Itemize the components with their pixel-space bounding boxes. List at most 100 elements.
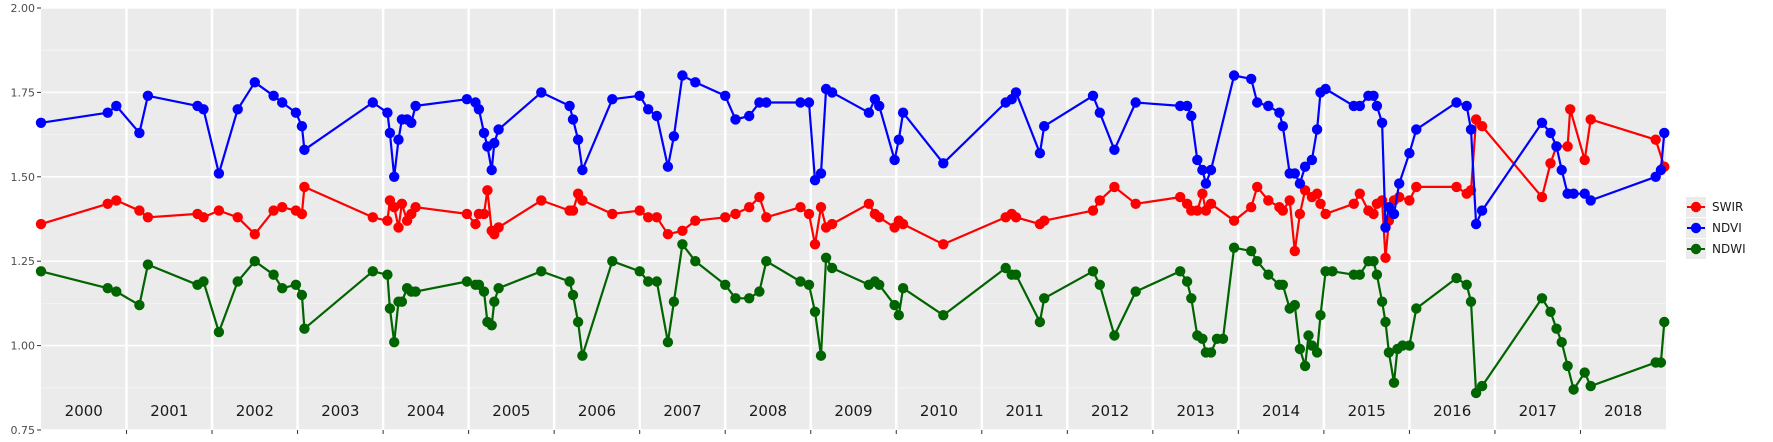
data-point bbox=[1311, 124, 1323, 135]
data-point bbox=[1252, 256, 1263, 267]
data-point bbox=[389, 171, 400, 182]
data-point bbox=[382, 269, 393, 280]
data-point bbox=[634, 90, 645, 102]
data-point bbox=[1394, 178, 1405, 189]
data-point bbox=[1109, 330, 1120, 341]
y-tick-label: 1.00 bbox=[11, 340, 36, 353]
data-point bbox=[1585, 195, 1596, 206]
data-point bbox=[382, 107, 393, 118]
data-point bbox=[478, 208, 490, 220]
data-point bbox=[815, 350, 827, 361]
data-point bbox=[102, 107, 113, 118]
data-point bbox=[1545, 127, 1556, 139]
data-point bbox=[111, 100, 122, 112]
data-point bbox=[1551, 141, 1562, 152]
data-point bbox=[761, 256, 772, 267]
data-point bbox=[1277, 279, 1289, 290]
data-point bbox=[1228, 70, 1240, 81]
data-point bbox=[651, 212, 662, 223]
data-point bbox=[1465, 296, 1477, 307]
data-point bbox=[249, 229, 260, 240]
legend-label: SWIR bbox=[1712, 200, 1743, 214]
data-point bbox=[677, 239, 688, 250]
y-axis: 0.75 1.00 1.25 1.50 1.75 2.00 bbox=[11, 2, 41, 437]
data-point bbox=[607, 208, 618, 220]
data-point bbox=[134, 127, 145, 139]
data-point bbox=[1470, 114, 1482, 125]
data-point bbox=[744, 202, 755, 213]
data-point bbox=[1562, 141, 1573, 152]
data-point bbox=[1388, 208, 1400, 220]
data-point bbox=[410, 202, 421, 213]
data-point bbox=[277, 283, 288, 294]
data-point bbox=[1411, 181, 1422, 193]
data-point bbox=[1585, 380, 1596, 392]
data-point bbox=[795, 202, 806, 213]
data-point bbox=[1274, 107, 1285, 118]
data-point bbox=[1299, 161, 1311, 172]
data-point bbox=[1585, 114, 1596, 125]
data-point bbox=[1130, 198, 1141, 209]
data-point bbox=[1109, 181, 1120, 193]
data-point bbox=[897, 218, 909, 230]
data-point bbox=[134, 299, 145, 311]
data-point bbox=[1579, 367, 1590, 378]
data-point bbox=[1380, 222, 1391, 233]
data-point bbox=[564, 100, 575, 112]
data-point bbox=[1461, 279, 1472, 290]
data-point bbox=[410, 286, 421, 297]
data-point bbox=[478, 286, 490, 297]
data-point bbox=[577, 195, 588, 206]
data-point bbox=[213, 205, 225, 216]
data-point bbox=[815, 168, 827, 179]
data-point bbox=[1306, 154, 1318, 166]
data-point bbox=[1655, 357, 1667, 368]
legend-item-ndwi: NDWI bbox=[1686, 239, 1746, 259]
year-label: 2007 bbox=[663, 402, 701, 420]
legend: SWIR NDVI NDWI bbox=[1686, 197, 1746, 259]
data-point bbox=[296, 208, 308, 220]
data-point bbox=[1376, 296, 1388, 307]
year-labels: 2000 2001 2002 2003 2004 2005 2006 2007 2008 2009… bbox=[65, 402, 1643, 420]
data-point bbox=[1130, 286, 1141, 297]
data-point bbox=[1354, 269, 1366, 280]
data-point bbox=[1476, 205, 1488, 216]
data-point bbox=[486, 164, 497, 176]
data-point bbox=[35, 266, 47, 277]
data-point bbox=[1545, 306, 1556, 317]
y-tick-label: 1.50 bbox=[11, 171, 36, 184]
data-point bbox=[102, 283, 113, 294]
data-point bbox=[1197, 164, 1208, 176]
data-point bbox=[1451, 97, 1462, 108]
data-point bbox=[1354, 188, 1366, 199]
y-tick-label: 2.00 bbox=[11, 2, 36, 15]
data-point bbox=[1130, 97, 1141, 108]
data-point bbox=[299, 144, 310, 155]
data-point bbox=[296, 289, 308, 301]
data-point bbox=[1368, 90, 1379, 102]
data-point bbox=[874, 279, 885, 290]
data-point bbox=[382, 215, 393, 226]
data-point bbox=[1376, 117, 1388, 128]
data-point bbox=[754, 286, 765, 297]
data-point bbox=[1294, 178, 1306, 189]
data-point bbox=[1010, 212, 1022, 223]
data-point bbox=[1299, 360, 1311, 372]
year-label: 2008 bbox=[749, 402, 787, 420]
data-point bbox=[720, 90, 731, 102]
data-point bbox=[142, 259, 154, 270]
data-point bbox=[396, 296, 408, 307]
data-point bbox=[1094, 107, 1106, 118]
data-point bbox=[1263, 100, 1274, 112]
data-point bbox=[290, 107, 302, 118]
data-point bbox=[198, 212, 209, 223]
data-point bbox=[1470, 387, 1482, 399]
data-point bbox=[803, 97, 815, 108]
data-point bbox=[1192, 205, 1203, 216]
data-point bbox=[795, 97, 806, 108]
data-point bbox=[1536, 117, 1548, 128]
data-point bbox=[690, 215, 701, 226]
y-tick-label: 1.75 bbox=[11, 86, 36, 99]
data-point bbox=[35, 218, 47, 230]
